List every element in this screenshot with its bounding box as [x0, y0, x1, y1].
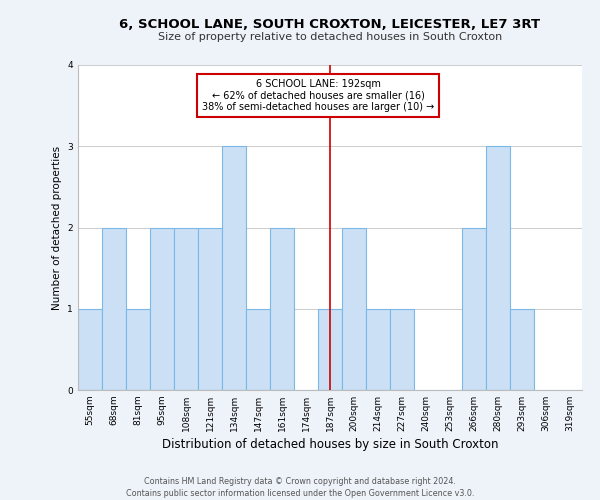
Bar — [486, 146, 510, 390]
Y-axis label: Number of detached properties: Number of detached properties — [52, 146, 62, 310]
Bar — [150, 228, 174, 390]
Bar — [246, 308, 270, 390]
Text: 6, SCHOOL LANE, SOUTH CROXTON, LEICESTER, LE7 3RT: 6, SCHOOL LANE, SOUTH CROXTON, LEICESTER… — [119, 18, 541, 30]
Bar — [390, 308, 414, 390]
Bar — [270, 228, 294, 390]
Text: Contains HM Land Registry data © Crown copyright and database right 2024.
Contai: Contains HM Land Registry data © Crown c… — [126, 476, 474, 498]
Bar — [366, 308, 390, 390]
Bar — [342, 228, 366, 390]
Bar — [102, 228, 126, 390]
Bar — [462, 228, 486, 390]
Text: 6 SCHOOL LANE: 192sqm
← 62% of detached houses are smaller (16)
38% of semi-deta: 6 SCHOOL LANE: 192sqm ← 62% of detached … — [202, 80, 434, 112]
Text: Size of property relative to detached houses in South Croxton: Size of property relative to detached ho… — [158, 32, 502, 42]
Bar — [510, 308, 534, 390]
Bar — [174, 228, 198, 390]
Bar — [198, 228, 222, 390]
Bar — [78, 308, 102, 390]
X-axis label: Distribution of detached houses by size in South Croxton: Distribution of detached houses by size … — [162, 438, 498, 451]
Bar — [222, 146, 246, 390]
Bar — [318, 308, 342, 390]
Bar — [126, 308, 150, 390]
